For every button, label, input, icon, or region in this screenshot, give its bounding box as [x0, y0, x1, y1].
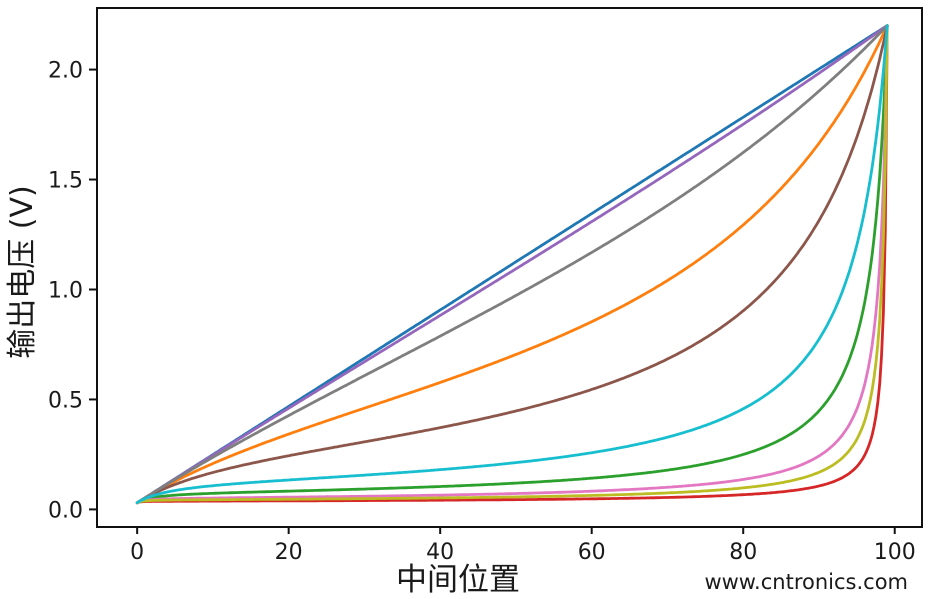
curve-green [135, 24, 889, 505]
x-tick-label: 60 [578, 540, 606, 565]
y-tick-label: 0.5 [48, 388, 83, 413]
curve-purple [135, 24, 889, 505]
plot-border [96, 7, 923, 528]
curve-brown [135, 24, 889, 505]
curve-orange [135, 24, 889, 505]
x-tick-label: 80 [729, 540, 757, 565]
curve-olive [135, 24, 889, 505]
ticks-layer: 0 20 40 60 80 100 0.0 0.5 1.0 1.5 2.0 [48, 59, 916, 565]
y-tick-label: 1.5 [48, 169, 83, 194]
y-tick-label: 0.0 [48, 498, 83, 523]
curves-layer [135, 24, 889, 505]
curve-pink [135, 24, 889, 505]
axes-layer [96, 7, 923, 528]
x-axis-label: 中间位置 [396, 562, 520, 598]
x-tick-label: 100 [874, 540, 916, 565]
y-tick-label: 2.0 [48, 59, 83, 84]
x-tick-label: 20 [275, 540, 303, 565]
curve-cyan [135, 24, 889, 505]
curve-red [135, 24, 889, 505]
y-tick-label: 1.0 [48, 278, 83, 303]
watermark-text: www.cntronics.com [704, 570, 908, 594]
x-tick-label: 40 [426, 540, 454, 565]
curve-gray [135, 24, 889, 505]
y-axis-label: 输出电压 (V) [5, 185, 40, 358]
x-tick-label: 0 [130, 540, 144, 565]
